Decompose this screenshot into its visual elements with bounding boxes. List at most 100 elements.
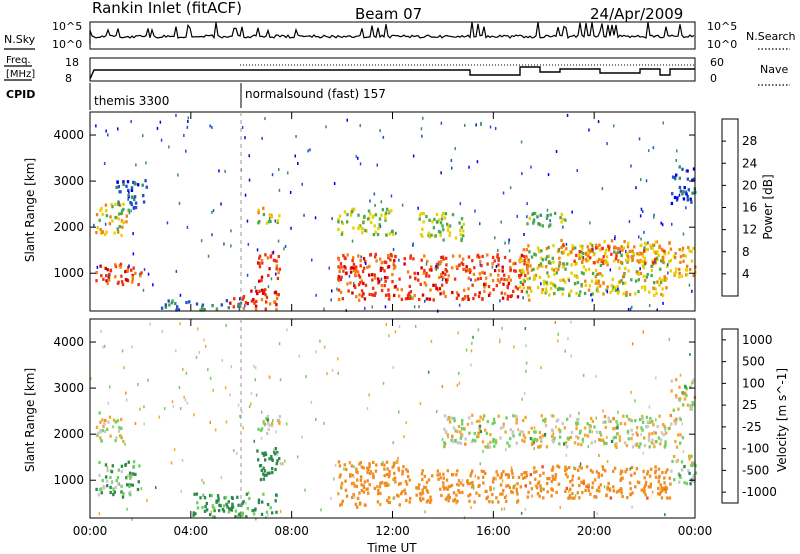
- velocity-scatter: [323, 421, 325, 425]
- power-cell-8: [462, 234, 465, 238]
- power-cell-2: [134, 201, 138, 205]
- power-cell-10: [562, 278, 565, 282]
- power-cell-6: [445, 269, 449, 273]
- velocity-cell-6: [436, 469, 439, 473]
- power-cell-7: [337, 218, 340, 222]
- velocity-cell-10: [683, 397, 687, 401]
- power-cell-6: [451, 290, 454, 295]
- power-scatter: [267, 285, 270, 289]
- velocity-cell-8: [649, 467, 653, 471]
- velocity-cell-9: [688, 454, 691, 458]
- velocity-scatter: [326, 372, 328, 376]
- power-cell-6: [380, 261, 383, 265]
- power-cell-7: [392, 232, 395, 236]
- velocity-cell-1: [114, 439, 117, 443]
- velocity-cell-7: [586, 434, 590, 438]
- velocity-cell-6: [489, 485, 492, 490]
- power-scatter: [183, 134, 185, 137]
- power-cell-6: [406, 293, 410, 297]
- power-cell-3: [273, 300, 276, 304]
- velocity-cell-7: [635, 431, 638, 435]
- velocity-cell-2: [213, 509, 216, 513]
- power-cell-12: [673, 271, 676, 276]
- velocity-scatter: [510, 466, 513, 470]
- velocity-cell-8: [602, 467, 605, 471]
- power-scatter: [642, 210, 644, 213]
- velocity-scatter: [567, 337, 569, 341]
- velocity-cell-8: [527, 490, 530, 494]
- power-cell-6: [425, 274, 428, 278]
- power-scatter: [369, 199, 371, 203]
- power-cell-10: [566, 262, 569, 266]
- power-cell-6: [485, 276, 488, 280]
- power-scatter: [529, 276, 531, 280]
- velocity-scatter: [503, 507, 506, 511]
- velocity-cell-8: [646, 496, 649, 500]
- power-scatter: [508, 241, 510, 245]
- power-cell-10: [650, 273, 653, 278]
- power-cell-6: [352, 256, 355, 260]
- power-cell-10: [566, 253, 570, 257]
- power-cell-10: [627, 269, 630, 273]
- power-cell-6: [400, 297, 404, 301]
- power-cell-13: [687, 188, 690, 192]
- velocity-scatter: [296, 455, 299, 459]
- velocity-cell-7: [565, 445, 569, 449]
- velocity-cell-6: [417, 486, 420, 490]
- power-cell-6: [358, 298, 361, 302]
- velocity-cell-5: [355, 469, 358, 474]
- power-cell-6: [353, 284, 356, 288]
- power-cell-4: [266, 256, 269, 260]
- power-scatter: [379, 129, 381, 133]
- power-cell-1: [105, 230, 108, 234]
- velocity-cell-5: [396, 493, 399, 497]
- power-cell-9: [532, 212, 535, 216]
- power-scatter: [177, 173, 179, 177]
- velocity-cell-9: [694, 464, 697, 468]
- power-scatter: [667, 263, 669, 267]
- velocity-cell-8: [643, 476, 646, 480]
- velocity-cell-5: [375, 463, 378, 467]
- power-cell-7: [337, 220, 340, 224]
- velocity-cell-6: [428, 500, 432, 504]
- velocity-cell-7: [508, 444, 511, 448]
- power-scatter: [212, 209, 215, 213]
- power-cell-6: [368, 264, 371, 268]
- velocity-cell-9: [688, 457, 691, 461]
- power-cell-11: [636, 252, 639, 256]
- power-scatter: [159, 120, 162, 124]
- power-scatter: [614, 237, 616, 241]
- velocity-cell-8: [647, 485, 651, 489]
- velocity-cell-5: [391, 465, 394, 469]
- velocity-cell-6: [482, 470, 486, 474]
- cpid-label: CPID: [6, 88, 35, 101]
- power-cell-1: [103, 232, 107, 237]
- power-cell-6: [338, 269, 341, 273]
- velocity-cell-7: [575, 421, 578, 425]
- velocity-cell-7: [484, 428, 487, 432]
- power-cell-2: [118, 190, 121, 194]
- velocity-scatter: [125, 398, 128, 402]
- velocity-scatter: [505, 494, 508, 498]
- power-cell-8: [451, 213, 455, 217]
- velocity-cell-5: [344, 488, 348, 492]
- power-scatter: [103, 162, 106, 165]
- velocity-cell-7: [481, 440, 485, 444]
- power-cell-11: [654, 240, 658, 244]
- power-cell-10: [625, 293, 628, 297]
- velocity-cell-6: [492, 477, 495, 481]
- power-scatter: [435, 268, 437, 271]
- velocity-cell-7: [631, 445, 635, 449]
- velocity-cell-7: [570, 430, 574, 435]
- power-cell-11: [654, 257, 657, 261]
- velocity-cell-7: [579, 429, 582, 433]
- velocity-cell-6: [482, 481, 485, 485]
- velocity-cell-5: [387, 475, 391, 479]
- velocity-cell-4: [270, 424, 274, 428]
- power-scatter: [132, 232, 134, 236]
- velocity-cell-7: [515, 441, 518, 445]
- power-cell-4: [260, 259, 264, 263]
- velocity-cell-8: [621, 494, 624, 499]
- velocity-cell-2: [196, 501, 199, 505]
- velocity-scatter: [668, 337, 671, 341]
